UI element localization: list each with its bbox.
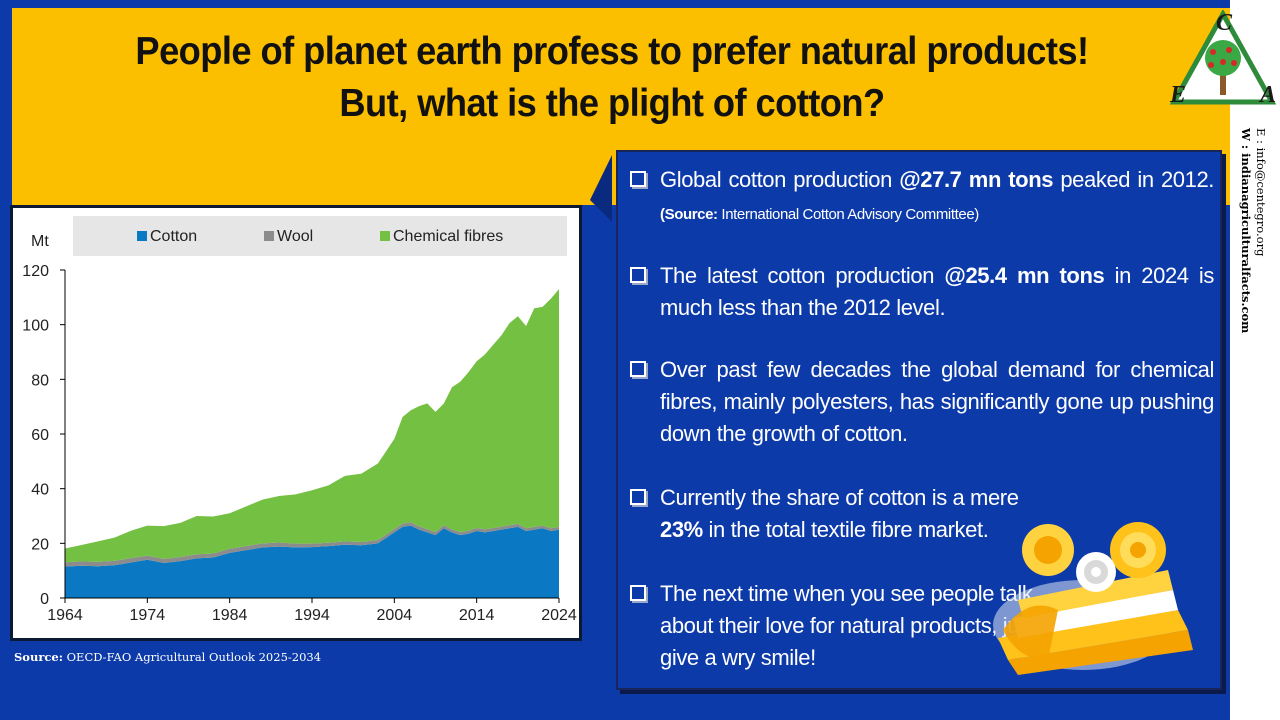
checkbox-bullet-icon	[630, 267, 646, 283]
bullet-2-highlight: @25.4 mn tons	[944, 263, 1105, 288]
contact-info: E : info@centegro.org W : indianagricult…	[1236, 128, 1276, 378]
bullet-1: Global cotton production @27.7 mn tons p…	[630, 164, 1214, 231]
right-contact-strip	[1230, 0, 1280, 720]
logo-letter-e: E	[1170, 82, 1187, 108]
checkbox-bullet-icon	[630, 489, 646, 505]
bullet-4-text-b: in the total textile fibre market.	[702, 517, 989, 542]
bullet-5-text: The next time when you see people talk a…	[660, 581, 1036, 670]
x-tick-label: 1964	[47, 607, 83, 624]
checkbox-bullet-icon	[630, 361, 646, 377]
x-tick-label: 2024	[541, 607, 577, 624]
legend-label-2: Chemical fibres	[393, 228, 503, 245]
checkbox-bullet-icon	[630, 171, 646, 187]
contact-email: E : info@centegro.org	[1254, 128, 1268, 257]
y-tick-label: 60	[31, 427, 49, 444]
bullet-2-text-a: The latest cotton production	[660, 263, 945, 288]
legend-swatch-0	[137, 231, 147, 241]
logo-letter-a: A	[1260, 82, 1277, 108]
x-tick-label: 2004	[377, 607, 413, 624]
bullet-1-text-b: peaked in 2012.	[1053, 167, 1215, 192]
bullet-1-source-label: (Source:	[660, 206, 718, 223]
bullet-3-text: Over past few decades the global demand …	[660, 357, 1214, 446]
legend-label-0: Cotton	[150, 228, 197, 245]
bullet-4: Currently the share of cotton is a mere …	[630, 482, 1214, 546]
bullet-2-text-b: in 2024 is much less than the 2012 level…	[660, 263, 1215, 320]
bullet-5: The next time when you see people talk a…	[630, 578, 1214, 674]
bullet-4-highlight: 23%	[660, 517, 703, 542]
checkbox-bullet-icon	[630, 585, 646, 601]
legend-label-1: Wool	[277, 228, 313, 245]
chart-panel: Cotton Wool Chemical fibres Mt 0 20 40 60 80 100 1…	[10, 205, 582, 641]
bullet-2: The latest cotton production @25.4 mn to…	[630, 260, 1214, 324]
x-tick-label: 1994	[294, 607, 330, 624]
rolled-towels-illustration	[993, 522, 1193, 675]
legend-swatch-1	[264, 231, 274, 241]
legend-swatch-2	[380, 231, 390, 241]
source-label: Source:	[14, 650, 63, 664]
fibre-production-chart: Cotton Wool Chemical fibres Mt 0 20 40 60 80 100 1…	[22, 216, 577, 624]
bullet-1-text-a: Global cotton production	[660, 167, 900, 192]
legend-background	[73, 216, 567, 256]
area-wool	[65, 522, 559, 567]
y-tick-label: 80	[31, 372, 49, 389]
cea-logo: C E A	[1166, 8, 1280, 110]
x-tick-label: 1984	[212, 607, 248, 624]
logo-letter-c: C	[1216, 10, 1233, 36]
area-cotton	[65, 525, 559, 598]
y-tick-label: 100	[22, 318, 49, 335]
y-tick-label: 20	[31, 536, 49, 553]
page-title: People of planet earth profess to prefer…	[63, 26, 1160, 130]
tree-triangle-logo-icon	[1169, 8, 1277, 105]
title-line-2: But, what is the plight of cotton?	[339, 82, 885, 125]
source-text: OECD-FAO Agricultural Outlook 2025-2034	[62, 650, 322, 664]
y-tick-label: 0	[40, 591, 49, 608]
y-axis-unit-label: Mt	[31, 233, 49, 250]
contact-web: W : indianagriculturalfacts.com	[1239, 128, 1253, 334]
y-tick-label: 40	[31, 482, 49, 499]
y-tick-label: 120	[22, 263, 49, 280]
area-chemical-fibres	[65, 289, 559, 563]
bullet-4-text-a: Currently the share of cotton is a mere	[660, 485, 1019, 510]
chart-source: Source: OECD-FAO Agricultural Outlook 20…	[14, 650, 321, 664]
x-tick-label: 2014	[459, 607, 495, 624]
bullet-3: Over past few decades the global demand …	[630, 354, 1214, 450]
bullet-1-highlight: @27.7 mn tons	[899, 167, 1054, 192]
x-tick-label: 1974	[130, 607, 166, 624]
title-line-1: People of planet earth profess to prefer…	[135, 30, 1089, 73]
bullet-1-source-text: International Cotton Advisory Committee)	[717, 206, 979, 223]
